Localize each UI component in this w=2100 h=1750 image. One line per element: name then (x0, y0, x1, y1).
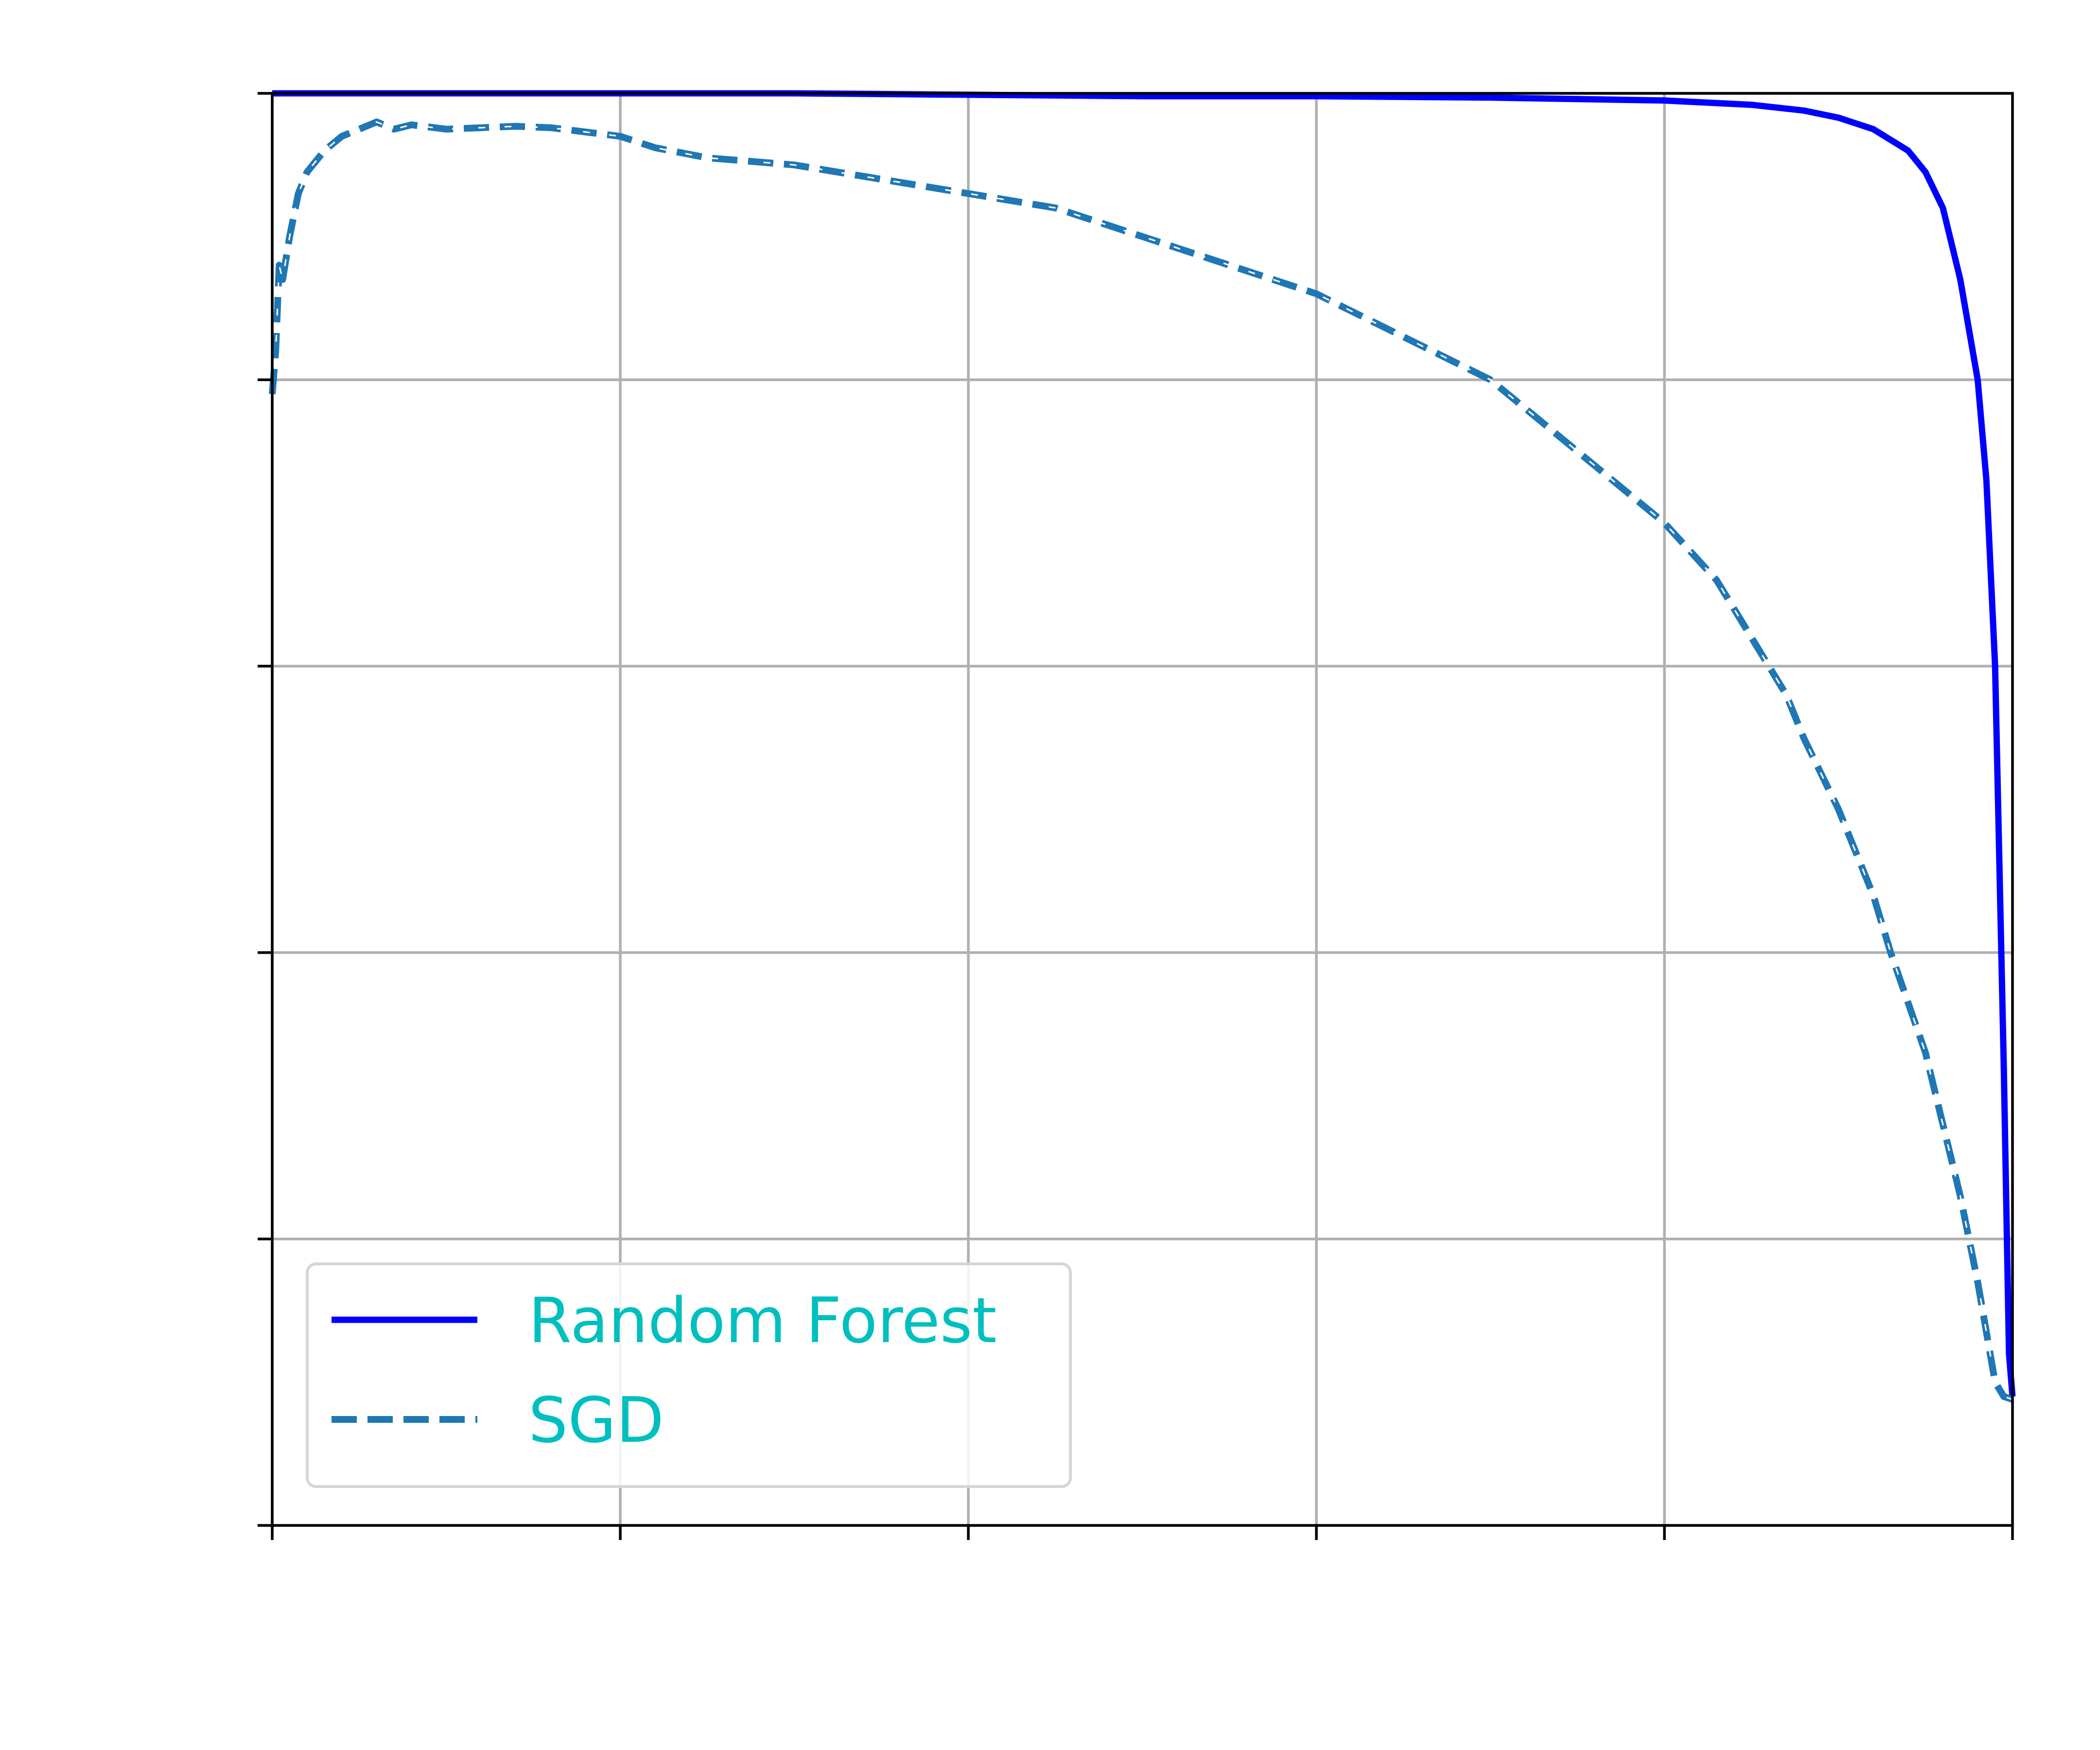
legend-label: Random Forest (528, 1285, 997, 1357)
legend-label: SGD (528, 1384, 664, 1457)
legend: Random Forest SGD (306, 1262, 1072, 1488)
series-line-sgd (269, 118, 2014, 1403)
axes-frame (271, 92, 2014, 1527)
axes (258, 92, 2014, 1540)
grid (271, 92, 2014, 1527)
legend-box (306, 1262, 1072, 1488)
